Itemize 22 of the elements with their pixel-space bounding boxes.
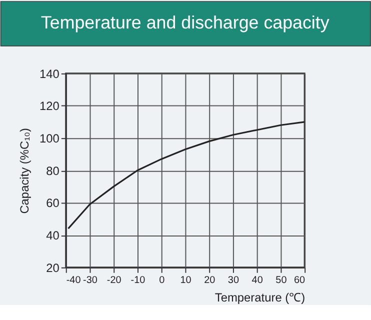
y-tick-label: 40 bbox=[46, 228, 60, 243]
y-tick-label: 80 bbox=[46, 164, 60, 178]
x-tick-label: -40 bbox=[66, 274, 82, 286]
x-tick-label: -10 bbox=[130, 274, 146, 286]
x-tick-label: -20 bbox=[106, 274, 122, 286]
line-series bbox=[67, 121, 306, 230]
y-tick-label: 140 bbox=[40, 66, 60, 81]
y-tick-label: 120 bbox=[40, 99, 60, 114]
x-tick-label: 20 bbox=[204, 274, 216, 286]
x-tick-label: 0 bbox=[159, 274, 166, 286]
x-tick-label: 50 bbox=[276, 274, 288, 286]
x-tick-label: 40 bbox=[252, 274, 264, 286]
x-tick-label: -30 bbox=[83, 274, 98, 286]
x-tick-label: 60 bbox=[294, 274, 306, 286]
y-tick-label: 100 bbox=[40, 132, 60, 146]
chart-title: Temperature and discharge capacity bbox=[40, 12, 330, 33]
x-tick-label: 30 bbox=[228, 274, 240, 286]
y-tick-label: 60 bbox=[46, 196, 60, 210]
y-tick-label: 20 bbox=[46, 260, 60, 275]
x-tick-label: 10 bbox=[180, 274, 192, 286]
x-axis-title: Temperature (℃) bbox=[214, 290, 306, 305]
y-axis-title: Capacity (%C₁₀) bbox=[18, 128, 32, 214]
